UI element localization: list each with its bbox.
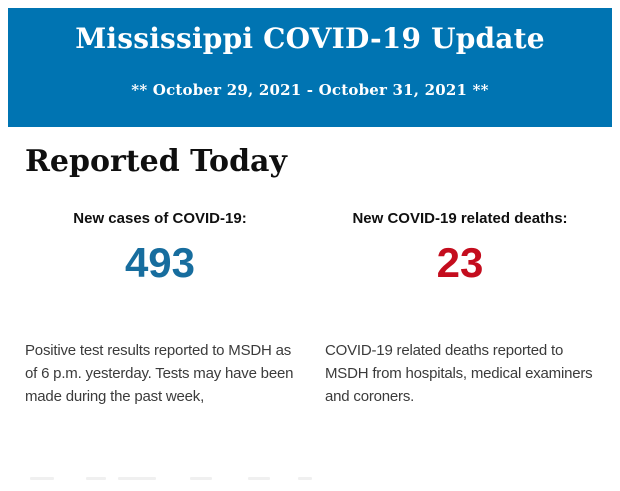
header-banner: Mississippi COVID-19 Update ** October 2… xyxy=(8,8,612,127)
section-title: Reported Today xyxy=(25,144,287,179)
footer-artifact-dash xyxy=(248,477,270,480)
stat-value-new-cases: 493 xyxy=(124,239,196,286)
main-content: Reported Today New cases of COVID-19: 49… xyxy=(0,144,620,408)
footer-faint-marks xyxy=(30,477,312,480)
stat-label-new-cases: New cases of COVID-19: xyxy=(73,210,247,227)
page-title: Mississippi COVID-19 Update xyxy=(75,22,545,55)
footer-artifact-dash xyxy=(298,477,312,480)
stat-card-new-cases: New cases of COVID-19: 493 Positive test… xyxy=(25,211,295,408)
stat-description-deaths: COVID-19 related deaths reported to MSDH… xyxy=(325,342,593,405)
stat-value-deaths: 23 xyxy=(436,239,484,286)
footer-artifact-dash xyxy=(190,477,212,480)
page: Mississippi COVID-19 Update ** October 2… xyxy=(0,8,620,491)
stat-card-deaths: New COVID-19 related deaths: 23 COVID-19… xyxy=(325,211,595,408)
footer-artifact-dash xyxy=(86,477,106,480)
footer-artifact-dash xyxy=(118,477,156,480)
stat-description-new-cases: Positive test results reported to MSDH a… xyxy=(25,342,294,405)
footer-artifact-dash xyxy=(30,477,54,480)
date-range: ** October 29, 2021 - October 31, 2021 *… xyxy=(131,81,489,99)
stat-label-deaths: New COVID-19 related deaths: xyxy=(352,210,568,227)
stats-grid: New cases of COVID-19: 493 Positive test… xyxy=(25,211,595,408)
